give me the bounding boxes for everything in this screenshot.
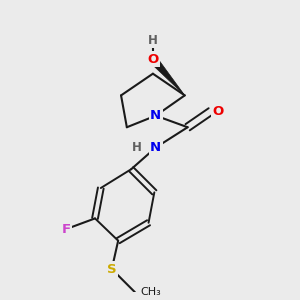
Text: N: N [150, 109, 161, 122]
Text: F: F [61, 223, 70, 236]
Polygon shape [150, 56, 185, 95]
Text: O: O [212, 105, 224, 118]
Text: S: S [107, 262, 117, 276]
Text: O: O [147, 53, 158, 66]
Text: H: H [132, 141, 142, 154]
Text: N: N [150, 141, 161, 154]
Text: H: H [148, 34, 158, 47]
Text: CH₃: CH₃ [141, 287, 161, 297]
